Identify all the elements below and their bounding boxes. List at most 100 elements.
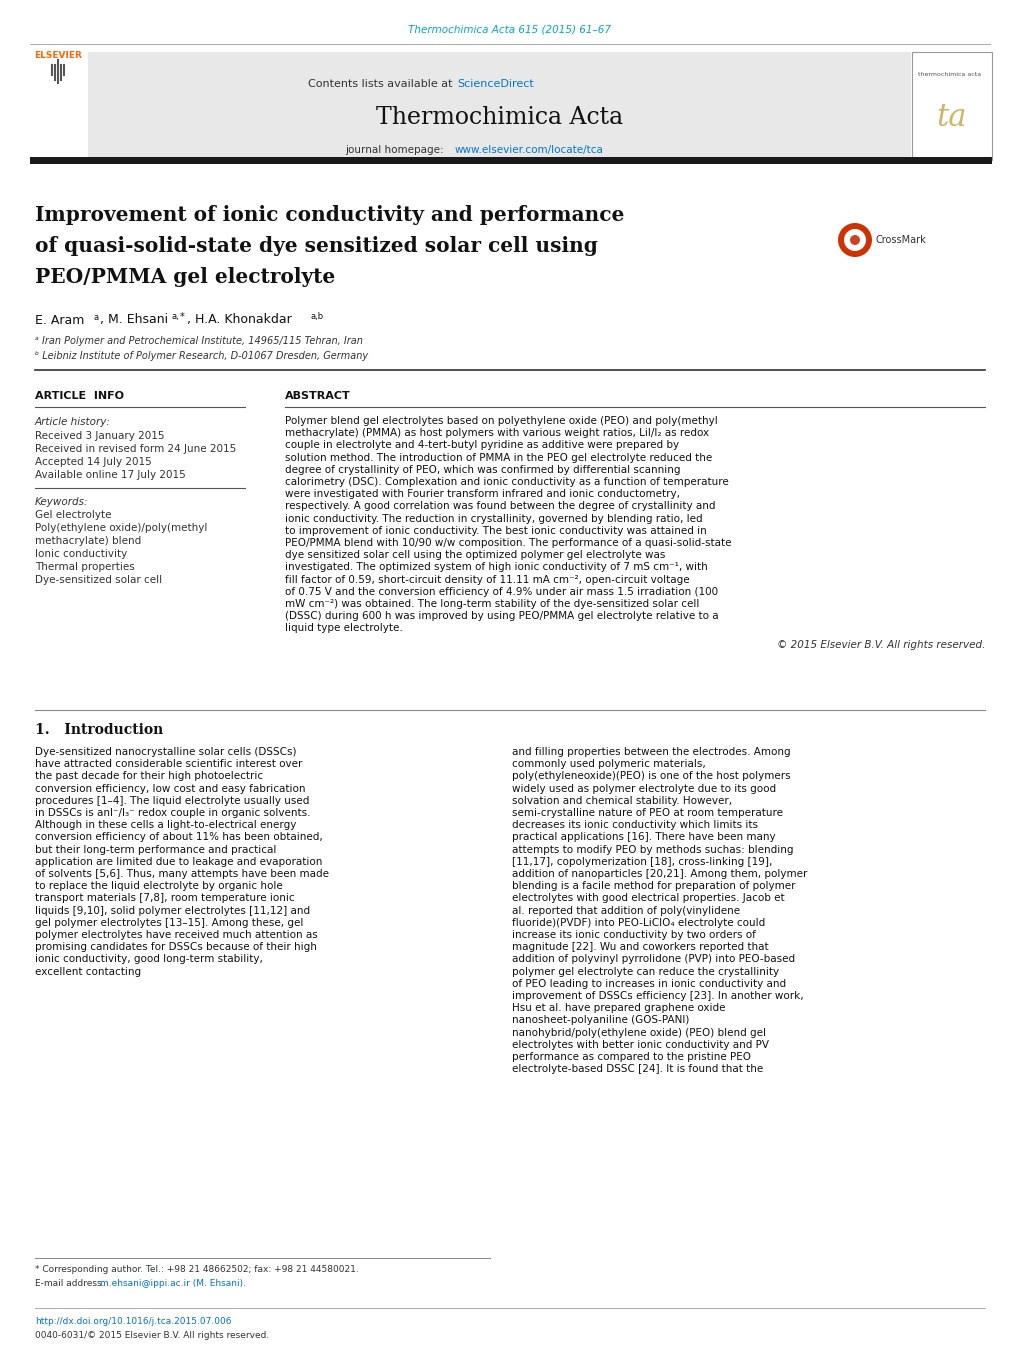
Text: conversion efficiency of about 11% has been obtained,: conversion efficiency of about 11% has b… [35,832,322,843]
Text: m.ehsani@ippi.ac.ir (M. Ehsani).: m.ehsani@ippi.ac.ir (M. Ehsani). [100,1278,246,1288]
Text: but their long-term performance and practical: but their long-term performance and prac… [35,844,276,855]
Text: practical applications [16]. There have been many: practical applications [16]. There have … [512,832,774,843]
Text: Accepted 14 July 2015: Accepted 14 July 2015 [35,457,152,467]
Text: ARTICLE  INFO: ARTICLE INFO [35,390,124,401]
Text: blending is a facile method for preparation of polymer: blending is a facile method for preparat… [512,881,795,892]
Text: Improvement of ionic conductivity and performance: Improvement of ionic conductivity and pe… [35,205,624,226]
Text: http://dx.doi.org/10.1016/j.tca.2015.07.006: http://dx.doi.org/10.1016/j.tca.2015.07.… [35,1316,231,1325]
Text: electrolyte-based DSSC [24]. It is found that the: electrolyte-based DSSC [24]. It is found… [512,1065,762,1074]
Text: addition of nanoparticles [20,21]. Among them, polymer: addition of nanoparticles [20,21]. Among… [512,869,807,880]
Text: magnitude [22]. Wu and coworkers reported that: magnitude [22]. Wu and coworkers reporte… [512,942,768,952]
Text: Received in revised form 24 June 2015: Received in revised form 24 June 2015 [35,444,236,454]
Bar [30,51,87,159]
Text: of solvents [5,6]. Thus, many attempts have been made: of solvents [5,6]. Thus, many attempts h… [35,869,329,880]
Text: Keywords:: Keywords: [35,497,89,507]
Text: were investigated with Fourier transform infrared and ionic conductometry,: were investigated with Fourier transform… [284,489,680,500]
Text: (DSSC) during 600 h was improved by using PEO/PMMA gel electrolyte relative to a: (DSSC) during 600 h was improved by usin… [284,611,718,621]
Text: CrossMark: CrossMark [875,235,926,245]
Text: conversion efficiency, low cost and easy fabrication: conversion efficiency, low cost and easy… [35,784,306,793]
Text: Thermochimica Acta 615 (2015) 61–67: Thermochimica Acta 615 (2015) 61–67 [408,26,611,35]
Text: increase its ionic conductivity by two orders of: increase its ionic conductivity by two o… [512,929,755,940]
Text: *: * [179,312,184,322]
Text: 0040-6031/© 2015 Elsevier B.V. All rights reserved.: 0040-6031/© 2015 Elsevier B.V. All right… [35,1332,269,1340]
Circle shape [843,230,865,251]
Text: al. reported that addition of poly(vinylidene: al. reported that addition of poly(vinyl… [512,905,740,916]
Text: Ionic conductivity: Ionic conductivity [35,549,127,559]
Text: degree of crystallinity of PEO, which was confirmed by differential scanning: degree of crystallinity of PEO, which wa… [284,465,680,474]
Text: electrolytes with good electrical properties. Jacob et: electrolytes with good electrical proper… [512,893,784,904]
Text: ScienceDirect: ScienceDirect [457,78,533,89]
Text: poly(ethyleneoxide)(PEO) is one of the host polymers: poly(ethyleneoxide)(PEO) is one of the h… [512,771,790,781]
Text: Hsu et al. have prepared graphene oxide: Hsu et al. have prepared graphene oxide [512,1004,725,1013]
Text: Although in these cells a light-to-electrical energy: Although in these cells a light-to-elect… [35,820,297,831]
Text: PEO/PMMA blend with 10/90 w/w composition. The performance of a quasi-solid-stat: PEO/PMMA blend with 10/90 w/w compositio… [284,538,731,549]
Text: journal homepage:: journal homepage: [344,145,446,155]
Text: nanohybrid/poly(ethylene oxide) (PEO) blend gel: nanohybrid/poly(ethylene oxide) (PEO) bl… [512,1028,765,1038]
Bar [911,51,991,159]
Text: Gel electrolyte: Gel electrolyte [35,509,111,520]
Text: polymer electrolytes have received much attention as: polymer electrolytes have received much … [35,929,318,940]
Text: methacrylate) blend: methacrylate) blend [35,536,141,546]
Text: a,b: a,b [311,312,324,322]
Text: ta: ta [935,103,966,134]
Text: solvation and chemical stability. However,: solvation and chemical stability. Howeve… [512,796,732,805]
Text: Article history:: Article history: [35,417,111,427]
Text: to replace the liquid electrolyte by organic hole: to replace the liquid electrolyte by org… [35,881,282,892]
Text: couple in electrolyte and 4-tert-butyl pyridine as additive were prepared by: couple in electrolyte and 4-tert-butyl p… [284,440,679,450]
Text: a,: a, [172,312,179,322]
Text: performance as compared to the pristine PEO: performance as compared to the pristine … [512,1052,750,1062]
Text: ᵇ Leibniz Institute of Polymer Research, D-01067 Dresden, Germany: ᵇ Leibniz Institute of Polymer Research,… [35,351,368,361]
Text: calorimetry (DSC). Complexation and ionic conductivity as a function of temperat: calorimetry (DSC). Complexation and ioni… [284,477,728,486]
Text: application are limited due to leakage and evaporation: application are limited due to leakage a… [35,857,322,867]
Text: of quasi-solid-state dye sensitized solar cell using: of quasi-solid-state dye sensitized sola… [35,236,597,255]
Text: thermochimica acta: thermochimica acta [917,73,980,77]
Text: have attracted considerable scientific interest over: have attracted considerable scientific i… [35,759,302,769]
Text: Contents lists available at: Contents lists available at [308,78,455,89]
Text: gel polymer electrolytes [13–15]. Among these, gel: gel polymer electrolytes [13–15]. Among … [35,917,303,928]
Text: E. Aram: E. Aram [35,313,85,327]
Text: E-mail address:: E-mail address: [35,1278,107,1288]
Text: * Corresponding author. Tel.: +98 21 48662502; fax: +98 21 44580021.: * Corresponding author. Tel.: +98 21 486… [35,1266,359,1274]
Text: fill factor of 0.59, short-circuit density of 11.11 mA cm⁻², open-circuit voltag: fill factor of 0.59, short-circuit densi… [284,574,689,585]
Text: [11,17], copolymerization [18], cross-linking [19],: [11,17], copolymerization [18], cross-li… [512,857,771,867]
Text: , H.A. Khonakdar: , H.A. Khonakdar [186,313,291,327]
Text: Thermochimica Acta: Thermochimica Acta [376,107,623,130]
Text: of PEO leading to increases in ionic conductivity and: of PEO leading to increases in ionic con… [512,979,786,989]
Bar [30,157,991,163]
Text: addition of polyvinyl pyrrolidone (PVP) into PEO-based: addition of polyvinyl pyrrolidone (PVP) … [512,954,795,965]
Text: ELSEVIER: ELSEVIER [34,50,82,59]
Text: transport materials [7,8], room temperature ionic: transport materials [7,8], room temperat… [35,893,294,904]
Text: ᵃ Iran Polymer and Petrochemical Institute, 14965/115 Tehran, Iran: ᵃ Iran Polymer and Petrochemical Institu… [35,336,363,346]
Text: Poly(ethylene oxide)/poly(methyl: Poly(ethylene oxide)/poly(methyl [35,523,207,534]
Text: nanosheet-polyaniline (GOS-PANI): nanosheet-polyaniline (GOS-PANI) [512,1016,689,1025]
Text: liquid type electrolyte.: liquid type electrolyte. [284,623,403,634]
Text: semi-crystalline nature of PEO at room temperature: semi-crystalline nature of PEO at room t… [512,808,783,817]
Text: mW cm⁻²) was obtained. The long-term stability of the dye-sensitized solar cell: mW cm⁻²) was obtained. The long-term sta… [284,598,699,609]
Text: procedures [1–4]. The liquid electrolyte usually used: procedures [1–4]. The liquid electrolyte… [35,796,309,805]
Text: widely used as polymer electrolyte due to its good: widely used as polymer electrolyte due t… [512,784,775,793]
Text: decreases its ionic conductivity which limits its: decreases its ionic conductivity which l… [512,820,757,831]
Text: investigated. The optimized system of high ionic conductivity of 7 mS cm⁻¹, with: investigated. The optimized system of hi… [284,562,707,573]
Circle shape [849,235,859,245]
Text: PEO/PMMA gel electrolyte: PEO/PMMA gel electrolyte [35,267,335,286]
Text: liquids [9,10], solid polymer electrolytes [11,12] and: liquids [9,10], solid polymer electrolyt… [35,905,310,916]
Text: Dye-sensitized solar cell: Dye-sensitized solar cell [35,576,162,585]
Text: , M. Ehsani: , M. Ehsani [100,313,168,327]
Text: and filling properties between the electrodes. Among: and filling properties between the elect… [512,747,790,757]
Text: ABSTRACT: ABSTRACT [284,390,351,401]
Text: ionic conductivity, good long-term stability,: ionic conductivity, good long-term stabi… [35,954,263,965]
Text: a: a [94,312,99,322]
Text: commonly used polymeric materials,: commonly used polymeric materials, [512,759,705,769]
Text: of 0.75 V and the conversion efficiency of 4.9% under air mass 1.5 irradiation (: of 0.75 V and the conversion efficiency … [284,586,717,597]
Text: Polymer blend gel electrolytes based on polyethylene oxide (PEO) and poly(methyl: Polymer blend gel electrolytes based on … [284,416,717,426]
Text: ionic conductivity. The reduction in crystallinity, governed by blending ratio, : ionic conductivity. The reduction in cry… [284,513,702,524]
Text: polymer gel electrolyte can reduce the crystallinity: polymer gel electrolyte can reduce the c… [512,966,779,977]
Circle shape [838,223,871,257]
Text: attempts to modify PEO by methods suchas: blending: attempts to modify PEO by methods suchas… [512,844,793,855]
Text: © 2015 Elsevier B.V. All rights reserved.: © 2015 Elsevier B.V. All rights reserved… [775,639,984,650]
Text: methacrylate) (PMMA) as host polymers with various weight ratios, LiI/I₂ as redo: methacrylate) (PMMA) as host polymers wi… [284,428,708,438]
Bar [88,51,910,159]
Text: 1.   Introduction: 1. Introduction [35,723,163,738]
Text: www.elsevier.com/locate/tca: www.elsevier.com/locate/tca [454,145,603,155]
Text: in DSSCs is anI⁻/I₃⁻ redox couple in organic solvents.: in DSSCs is anI⁻/I₃⁻ redox couple in org… [35,808,310,817]
